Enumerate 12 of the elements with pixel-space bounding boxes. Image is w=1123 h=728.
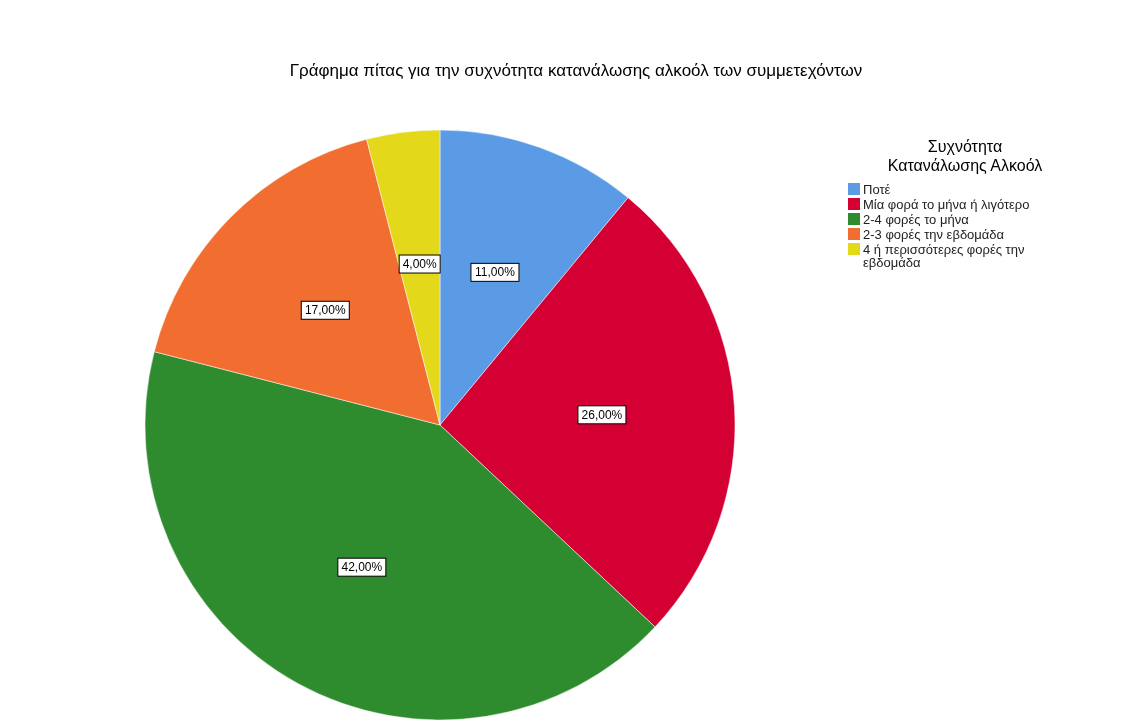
legend-label: Μία φορά το μήνα ή λιγότερο: [863, 197, 1030, 212]
legend-label: 4 ή περισσότερες φορές την εβδομάδα: [863, 242, 1025, 270]
data-label: 4,00%: [402, 257, 437, 272]
data-label: 17,00%: [304, 303, 346, 318]
data-label: 42,00%: [341, 560, 383, 575]
legend-label: 2-4 φορές το μήνα: [863, 212, 970, 227]
data-label: 11,00%: [475, 265, 516, 280]
data-label: 26,00%: [581, 407, 623, 422]
legend-title: Συχνότητα Κατανάλωσης Αλκοόλ: [887, 138, 1043, 174]
legend-label: Ποτέ: [863, 182, 891, 197]
chart-title: Γράφημα πίτας για την συχνότητα κατανάλωσης αλκοόλ των συμμετεχόντων: [289, 61, 863, 80]
legend-label: 2-3 φορές την εβδομάδα: [863, 227, 1005, 242]
